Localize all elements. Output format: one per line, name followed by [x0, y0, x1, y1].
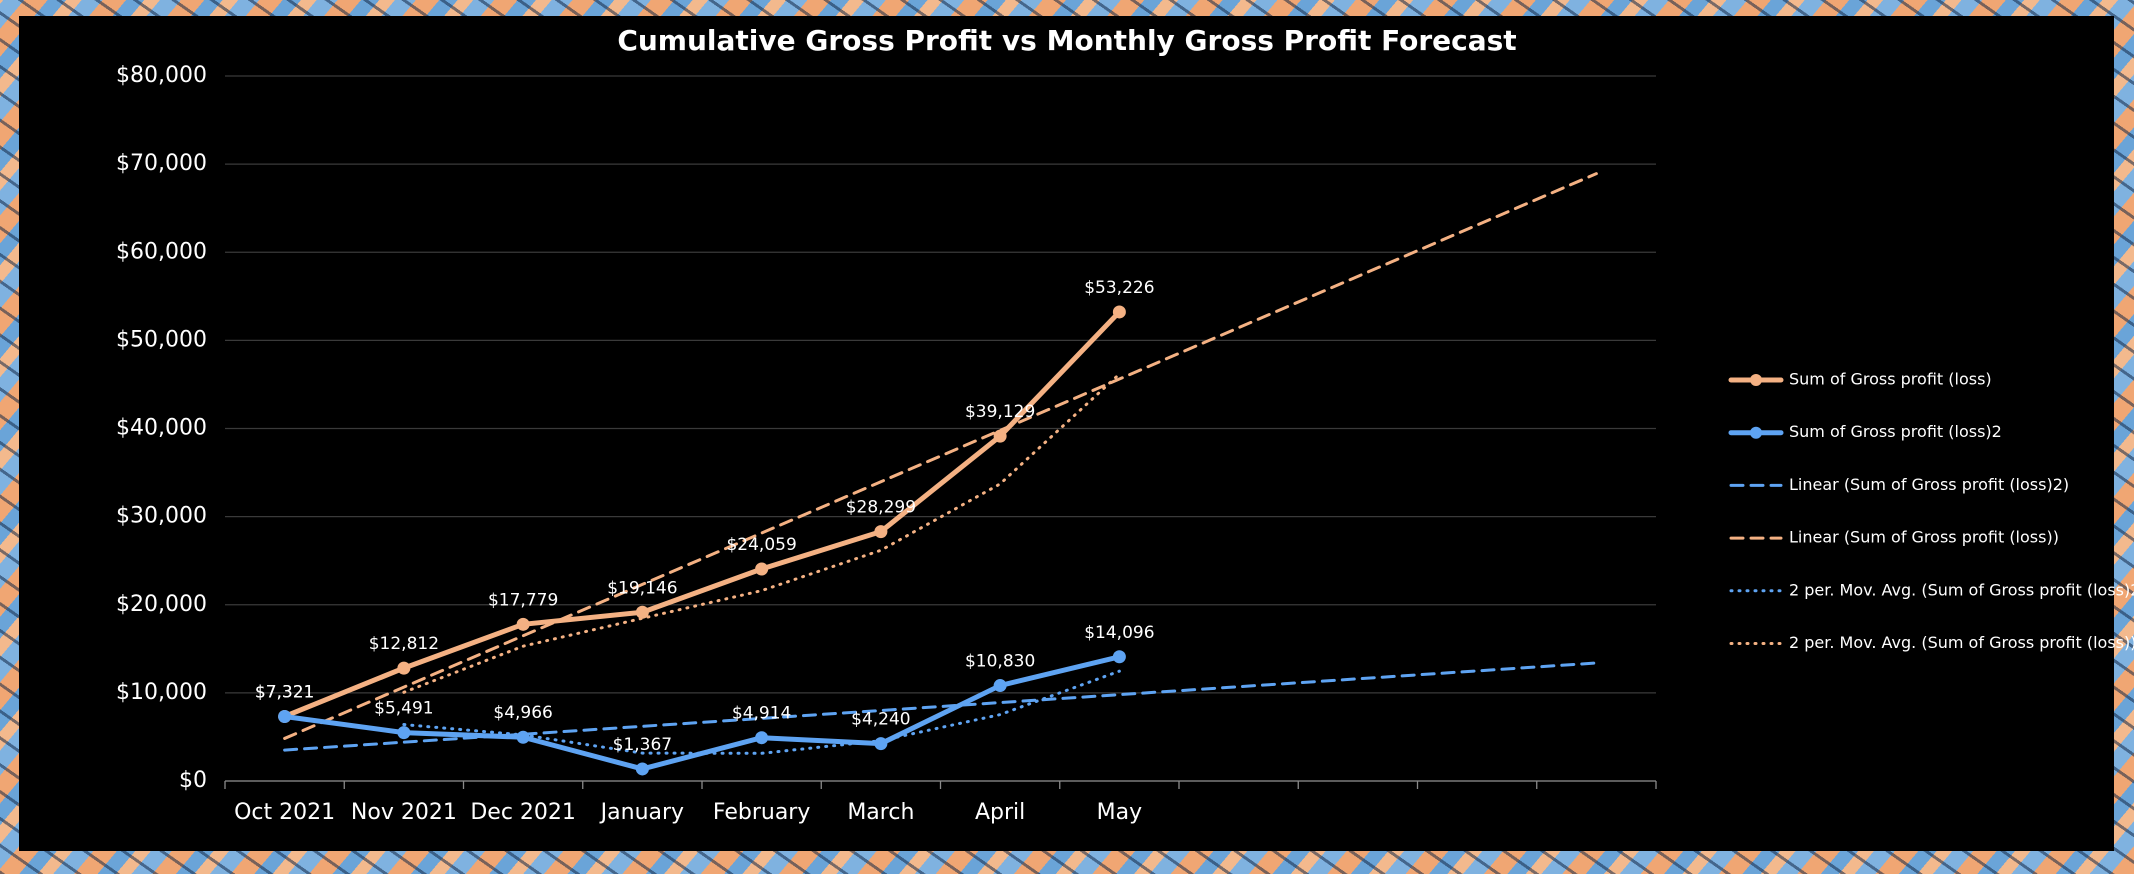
x-tick-label: Nov 2021	[351, 800, 457, 825]
data-point	[635, 762, 649, 776]
data-label: $53,226	[1084, 278, 1154, 298]
y-tick-label: $0	[179, 768, 207, 793]
data-point	[397, 661, 411, 675]
x-tick-label: April	[975, 800, 1025, 825]
data-point	[278, 709, 292, 723]
data-label: $4,966	[493, 703, 552, 723]
trend-line	[402, 372, 1121, 694]
data-point	[874, 525, 888, 539]
series-line	[282, 654, 1122, 772]
data-point	[874, 737, 888, 751]
legend-marker	[1750, 426, 1762, 439]
legend-label: 2 per. Mov. Avg. (Sum of Gross profit (l…	[1789, 633, 2134, 652]
data-point	[993, 679, 1007, 693]
data-point	[397, 726, 411, 740]
data-label: $28,299	[846, 498, 916, 518]
x-tick-label: Oct 2021	[234, 800, 335, 825]
data-label: $12,812	[369, 634, 439, 654]
data-point	[755, 562, 769, 576]
x-tick-label: May	[1097, 800, 1142, 825]
data-label: $5,491	[374, 699, 433, 719]
data-point	[755, 731, 769, 745]
legend-label: Sum of Gross profit (loss)	[1789, 370, 1992, 389]
y-tick-label: $50,000	[116, 327, 207, 352]
data-label: $7,321	[255, 682, 314, 702]
legend-label: Linear (Sum of Gross profit (loss)2)	[1789, 475, 2069, 494]
y-tick-label: $30,000	[116, 504, 207, 529]
data-label: $10,830	[965, 652, 1035, 672]
y-tick-label: $60,000	[116, 239, 207, 264]
data-point	[1112, 305, 1126, 319]
chart-title: Cumulative Gross Profit vs Monthly Gross…	[617, 24, 1516, 57]
data-point	[516, 730, 530, 744]
data-point	[993, 429, 1007, 443]
y-tick-label: $10,000	[116, 680, 207, 705]
y-tick-label: $70,000	[116, 151, 207, 176]
data-label: $17,779	[488, 590, 558, 610]
legend-label: 2 per. Mov. Avg. (Sum of Gross profit (l…	[1789, 580, 2134, 599]
y-tick-label: $40,000	[116, 416, 207, 441]
data-label: $1,367	[613, 735, 672, 755]
x-tick-label: Dec 2021	[470, 800, 576, 825]
x-tick-label: March	[847, 800, 914, 825]
data-point	[635, 605, 649, 619]
y-tick-label: $20,000	[116, 592, 207, 617]
y-tick-label: $80,000	[116, 63, 207, 88]
data-label: $24,059	[726, 535, 796, 555]
data-point	[1112, 650, 1126, 664]
legend-label: Sum of Gross profit (loss)2	[1789, 422, 2002, 441]
trend-line	[283, 172, 1598, 740]
data-label: $14,096	[1084, 623, 1154, 643]
legend-label: Linear (Sum of Gross profit (loss))	[1789, 528, 2059, 547]
legend-marker	[1750, 374, 1762, 386]
data-label: $4,240	[851, 710, 910, 730]
x-tick-label: February	[713, 800, 811, 825]
data-label: $7,321	[255, 682, 314, 702]
data-label: $4,914	[732, 704, 791, 724]
x-tick-label: January	[599, 800, 684, 825]
data-label: $39,129	[965, 402, 1035, 422]
data-point	[516, 617, 530, 631]
series-line	[282, 309, 1122, 719]
data-label: $19,146	[607, 578, 677, 598]
